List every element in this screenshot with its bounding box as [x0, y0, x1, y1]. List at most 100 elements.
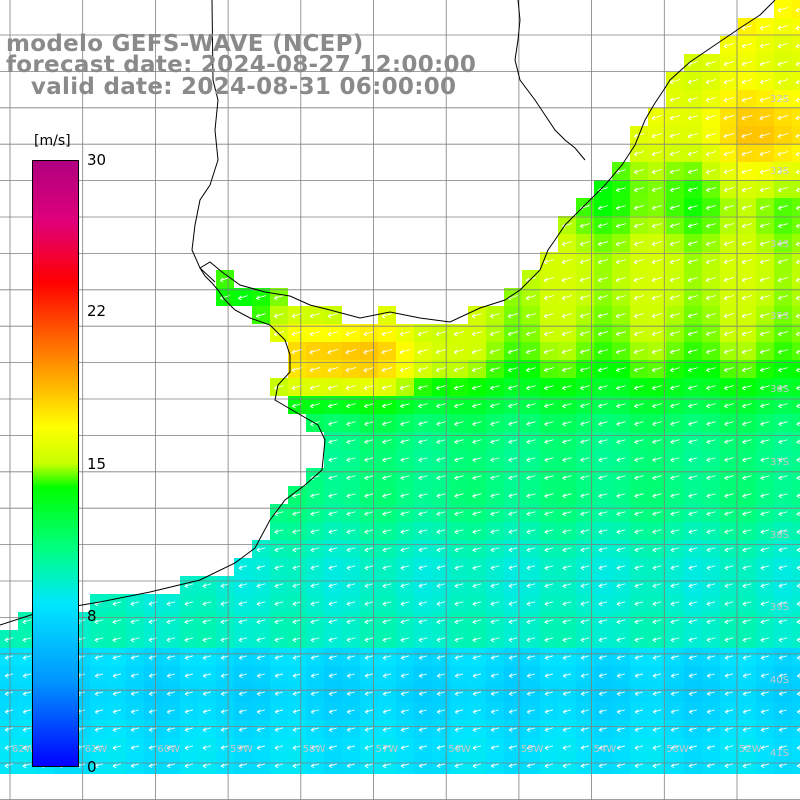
wind-vector [544, 493, 554, 497]
wind-vector [688, 475, 698, 479]
wind-vector-head [723, 295, 728, 299]
wind-vector [741, 313, 753, 317]
wind-vector-head [579, 223, 584, 227]
wind-vector-head [436, 691, 441, 695]
wind-vector-head [562, 511, 566, 515]
wind-vector [760, 385, 770, 389]
wind-vector [400, 601, 410, 605]
wind-vector-head [634, 475, 638, 479]
wind-vector-head [670, 172, 674, 175]
wind-vector [688, 439, 698, 443]
wind-vector [652, 349, 662, 353]
wind-vector [454, 745, 464, 749]
wind-vector [400, 421, 410, 425]
wind-vector-head [652, 657, 657, 661]
wind-vector [580, 619, 590, 623]
wind-vector-head [508, 711, 513, 715]
wind-vector-head [742, 511, 746, 515]
wind-vector-head [759, 244, 764, 247]
wind-vector-head [579, 280, 584, 283]
wind-vector-head [526, 621, 531, 625]
wind-vector-head [651, 262, 656, 265]
wind-vector [760, 709, 770, 713]
wind-vector [345, 367, 357, 371]
wind-vector-head [256, 747, 261, 751]
wind-vector-head [508, 549, 513, 553]
wind-vector-head [418, 549, 423, 553]
wind-vector-head [651, 316, 656, 319]
wind-vector-head [418, 565, 423, 569]
wind-vector-head [688, 673, 693, 677]
wind-vector-head [651, 154, 656, 157]
wind-speed-cell [792, 702, 800, 720]
wind-vector-head [346, 657, 351, 661]
wind-vector-head [796, 513, 800, 517]
wind-vector-head [634, 675, 639, 679]
wind-vector-head [760, 531, 765, 535]
wind-vector-head [418, 727, 423, 731]
wind-vector-head [580, 673, 585, 677]
wind-vector-head [759, 241, 764, 245]
wind-vector-head [723, 316, 728, 319]
wind-vector-head [220, 657, 225, 661]
wind-vector [724, 763, 734, 767]
wind-vector-head [220, 693, 225, 697]
wind-vector-head [454, 585, 459, 589]
wind-vector-head [453, 352, 458, 355]
wind-vector-head [148, 711, 153, 715]
wind-vector-head [472, 745, 477, 749]
wind-vector-head [346, 583, 351, 587]
wind-vector [598, 637, 608, 641]
wind-vector-head [400, 657, 405, 661]
wind-vector-head [112, 603, 117, 607]
wind-vector-head [327, 316, 332, 319]
wind-vector [634, 439, 644, 443]
wind-vector [779, 673, 787, 677]
wind-vector [634, 529, 644, 533]
wind-vector [706, 259, 716, 263]
wind-vector-head [670, 441, 675, 445]
wind-vector-head [724, 619, 729, 623]
wind-vector-head [274, 639, 279, 643]
wind-vector [652, 439, 662, 443]
wind-vector-head [490, 745, 495, 749]
wind-vector-head [526, 547, 531, 551]
wind-vector-head [634, 765, 639, 769]
wind-vector-head [327, 367, 332, 371]
wind-vector-head [543, 313, 548, 317]
wind-vector-head [418, 675, 423, 679]
wind-vector [724, 745, 734, 749]
wind-vector-head [777, 46, 782, 49]
wind-vector-head [436, 475, 440, 479]
wind-vector-head [400, 619, 405, 623]
wind-vector-head [795, 331, 800, 335]
wind-vector [669, 97, 681, 101]
wind-vector-head [706, 655, 711, 659]
wind-vector-head [328, 547, 333, 551]
wind-vector [345, 349, 357, 353]
wind-vector [652, 583, 662, 587]
wind-vector-head [688, 385, 692, 389]
wind-vector-head [238, 655, 243, 659]
wind-vector-head [562, 457, 566, 461]
wind-vector [4, 691, 14, 695]
wind-vector-head [688, 637, 693, 641]
wind-vector [724, 547, 734, 551]
wind-vector [454, 673, 464, 677]
wind-vector-head [777, 136, 782, 139]
wind-vector-head [418, 603, 423, 607]
wind-vector [562, 619, 572, 623]
wind-vector-head [346, 457, 350, 461]
wind-vector-head [616, 439, 620, 443]
wind-vector [364, 691, 374, 695]
wind-vector-head [633, 298, 638, 301]
wind-vector-head [22, 621, 27, 625]
wind-vector-head [382, 727, 387, 731]
wind-vector-head [561, 313, 566, 317]
wind-vector [328, 313, 338, 317]
wind-vector-head [723, 151, 728, 155]
wind-vector-head [454, 655, 459, 659]
wind-vector-head [508, 403, 512, 407]
wind-speed-cell [792, 432, 800, 450]
wind-vector [544, 709, 554, 713]
